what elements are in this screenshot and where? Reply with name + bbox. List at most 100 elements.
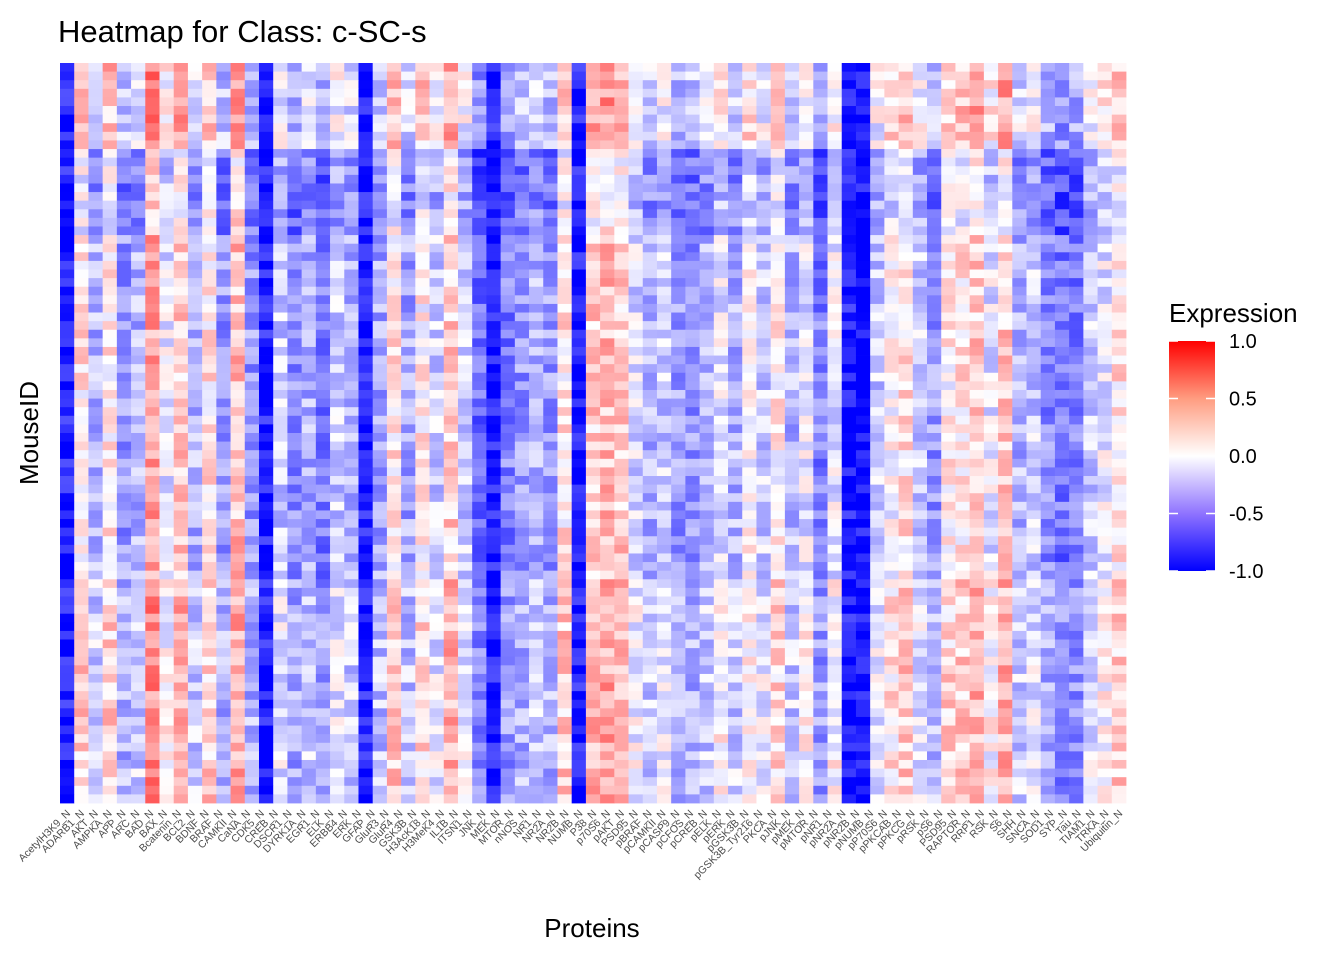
heatmap-cell <box>173 157 189 167</box>
heatmap-cell <box>358 226 374 236</box>
heatmap-cell <box>799 149 814 159</box>
heatmap-cell <box>557 106 573 116</box>
heatmap-cell <box>1083 355 1098 365</box>
heatmap-cell <box>344 174 359 184</box>
heatmap-cell <box>443 321 459 331</box>
heatmap-cell <box>358 433 374 442</box>
heatmap-cell <box>74 527 89 537</box>
heatmap-cell <box>1040 192 1056 202</box>
heatmap-cell <box>685 166 700 176</box>
heatmap-cell <box>1111 596 1127 606</box>
heatmap-cell <box>443 501 459 511</box>
heatmap-cell <box>187 106 203 116</box>
heatmap-cell <box>202 200 217 210</box>
heatmap-cell <box>983 424 999 434</box>
heatmap-cell <box>216 97 231 107</box>
heatmap-cell <box>187 364 203 374</box>
heatmap-cell <box>656 149 672 159</box>
heatmap-cell <box>443 415 459 425</box>
heatmap-cell <box>699 200 715 210</box>
heatmap-cell <box>628 355 644 365</box>
heatmap-cell <box>600 544 615 554</box>
heatmap-cell <box>770 123 786 133</box>
heatmap-cell <box>258 166 274 176</box>
heatmap-cell <box>813 217 828 227</box>
heatmap-cell <box>969 622 985 632</box>
heatmap-cell <box>258 286 274 296</box>
heatmap-cell <box>315 166 331 176</box>
heatmap-cell <box>585 260 601 270</box>
heatmap-cell <box>443 123 459 133</box>
heatmap-cell <box>74 579 89 589</box>
heatmap-cell <box>941 63 956 72</box>
heatmap-cell <box>927 97 942 107</box>
heatmap-cell <box>799 519 814 529</box>
heatmap-cell <box>955 484 971 494</box>
heatmap-cell <box>827 596 843 606</box>
heatmap-cell <box>372 243 388 253</box>
heatmap-cell <box>486 501 502 511</box>
heatmap-cell <box>258 441 274 451</box>
heatmap-cell <box>585 278 601 288</box>
heatmap-cell <box>230 467 246 477</box>
heatmap-cell <box>983 209 999 219</box>
heatmap-cell <box>870 269 885 279</box>
heatmap-cell <box>116 338 132 348</box>
heatmap-cell <box>1040 493 1056 503</box>
heatmap-cell <box>301 312 317 322</box>
heatmap-cell <box>1083 71 1098 81</box>
heatmap-cell <box>529 80 544 90</box>
heatmap-cell <box>173 200 189 210</box>
heatmap-cell <box>1026 372 1042 382</box>
heatmap-cell <box>628 493 644 503</box>
heatmap-cell <box>344 166 359 176</box>
heatmap-cell <box>671 321 686 331</box>
heatmap-cell <box>102 217 118 227</box>
heatmap-cell <box>600 321 615 331</box>
heatmap-cell <box>713 519 729 529</box>
heatmap-cell <box>841 570 857 580</box>
heatmap-cell <box>429 63 445 72</box>
heatmap-cell <box>1069 372 1084 382</box>
heatmap-cell <box>386 338 402 348</box>
heatmap-cell <box>543 613 558 623</box>
heatmap-cell <box>88 174 104 184</box>
heatmap-cell <box>301 321 317 331</box>
heatmap-cell <box>770 88 786 98</box>
heatmap-cell <box>1026 622 1042 632</box>
heatmap-cell <box>585 605 601 615</box>
heatmap-cell <box>74 622 89 632</box>
heatmap-cell <box>529 278 544 288</box>
heatmap-cell <box>1012 381 1027 391</box>
heatmap-cell <box>529 613 544 623</box>
heatmap-cell <box>529 235 544 245</box>
heatmap-cell <box>784 88 800 98</box>
heatmap-cell <box>614 389 629 399</box>
heatmap-cell <box>159 286 175 296</box>
heatmap-cell <box>1069 312 1084 322</box>
heatmap-cell <box>813 260 828 270</box>
heatmap-cell <box>173 338 189 348</box>
heatmap-cell <box>529 192 544 202</box>
heatmap-cell <box>1040 252 1056 262</box>
heatmap-cell <box>60 630 75 640</box>
heatmap-cell <box>756 200 772 210</box>
heatmap-cell <box>159 200 175 210</box>
heatmap-cell <box>742 484 757 494</box>
heatmap-cell <box>429 166 445 176</box>
heatmap-cell <box>529 312 544 322</box>
heatmap-cell <box>173 450 189 460</box>
heatmap-cell <box>827 424 843 434</box>
heatmap-cell <box>401 501 416 511</box>
heatmap-cell <box>969 519 985 529</box>
heatmap-cell <box>728 252 743 262</box>
heatmap-cell <box>88 484 104 494</box>
heatmap-cell <box>230 407 246 417</box>
heatmap-cell <box>713 243 729 253</box>
heatmap-cell <box>813 123 828 133</box>
heatmap-cell <box>315 286 331 296</box>
heatmap-cell <box>415 587 430 597</box>
heatmap-cell <box>457 501 473 511</box>
heatmap-cell <box>1069 269 1084 279</box>
heatmap-cell <box>1111 174 1127 184</box>
